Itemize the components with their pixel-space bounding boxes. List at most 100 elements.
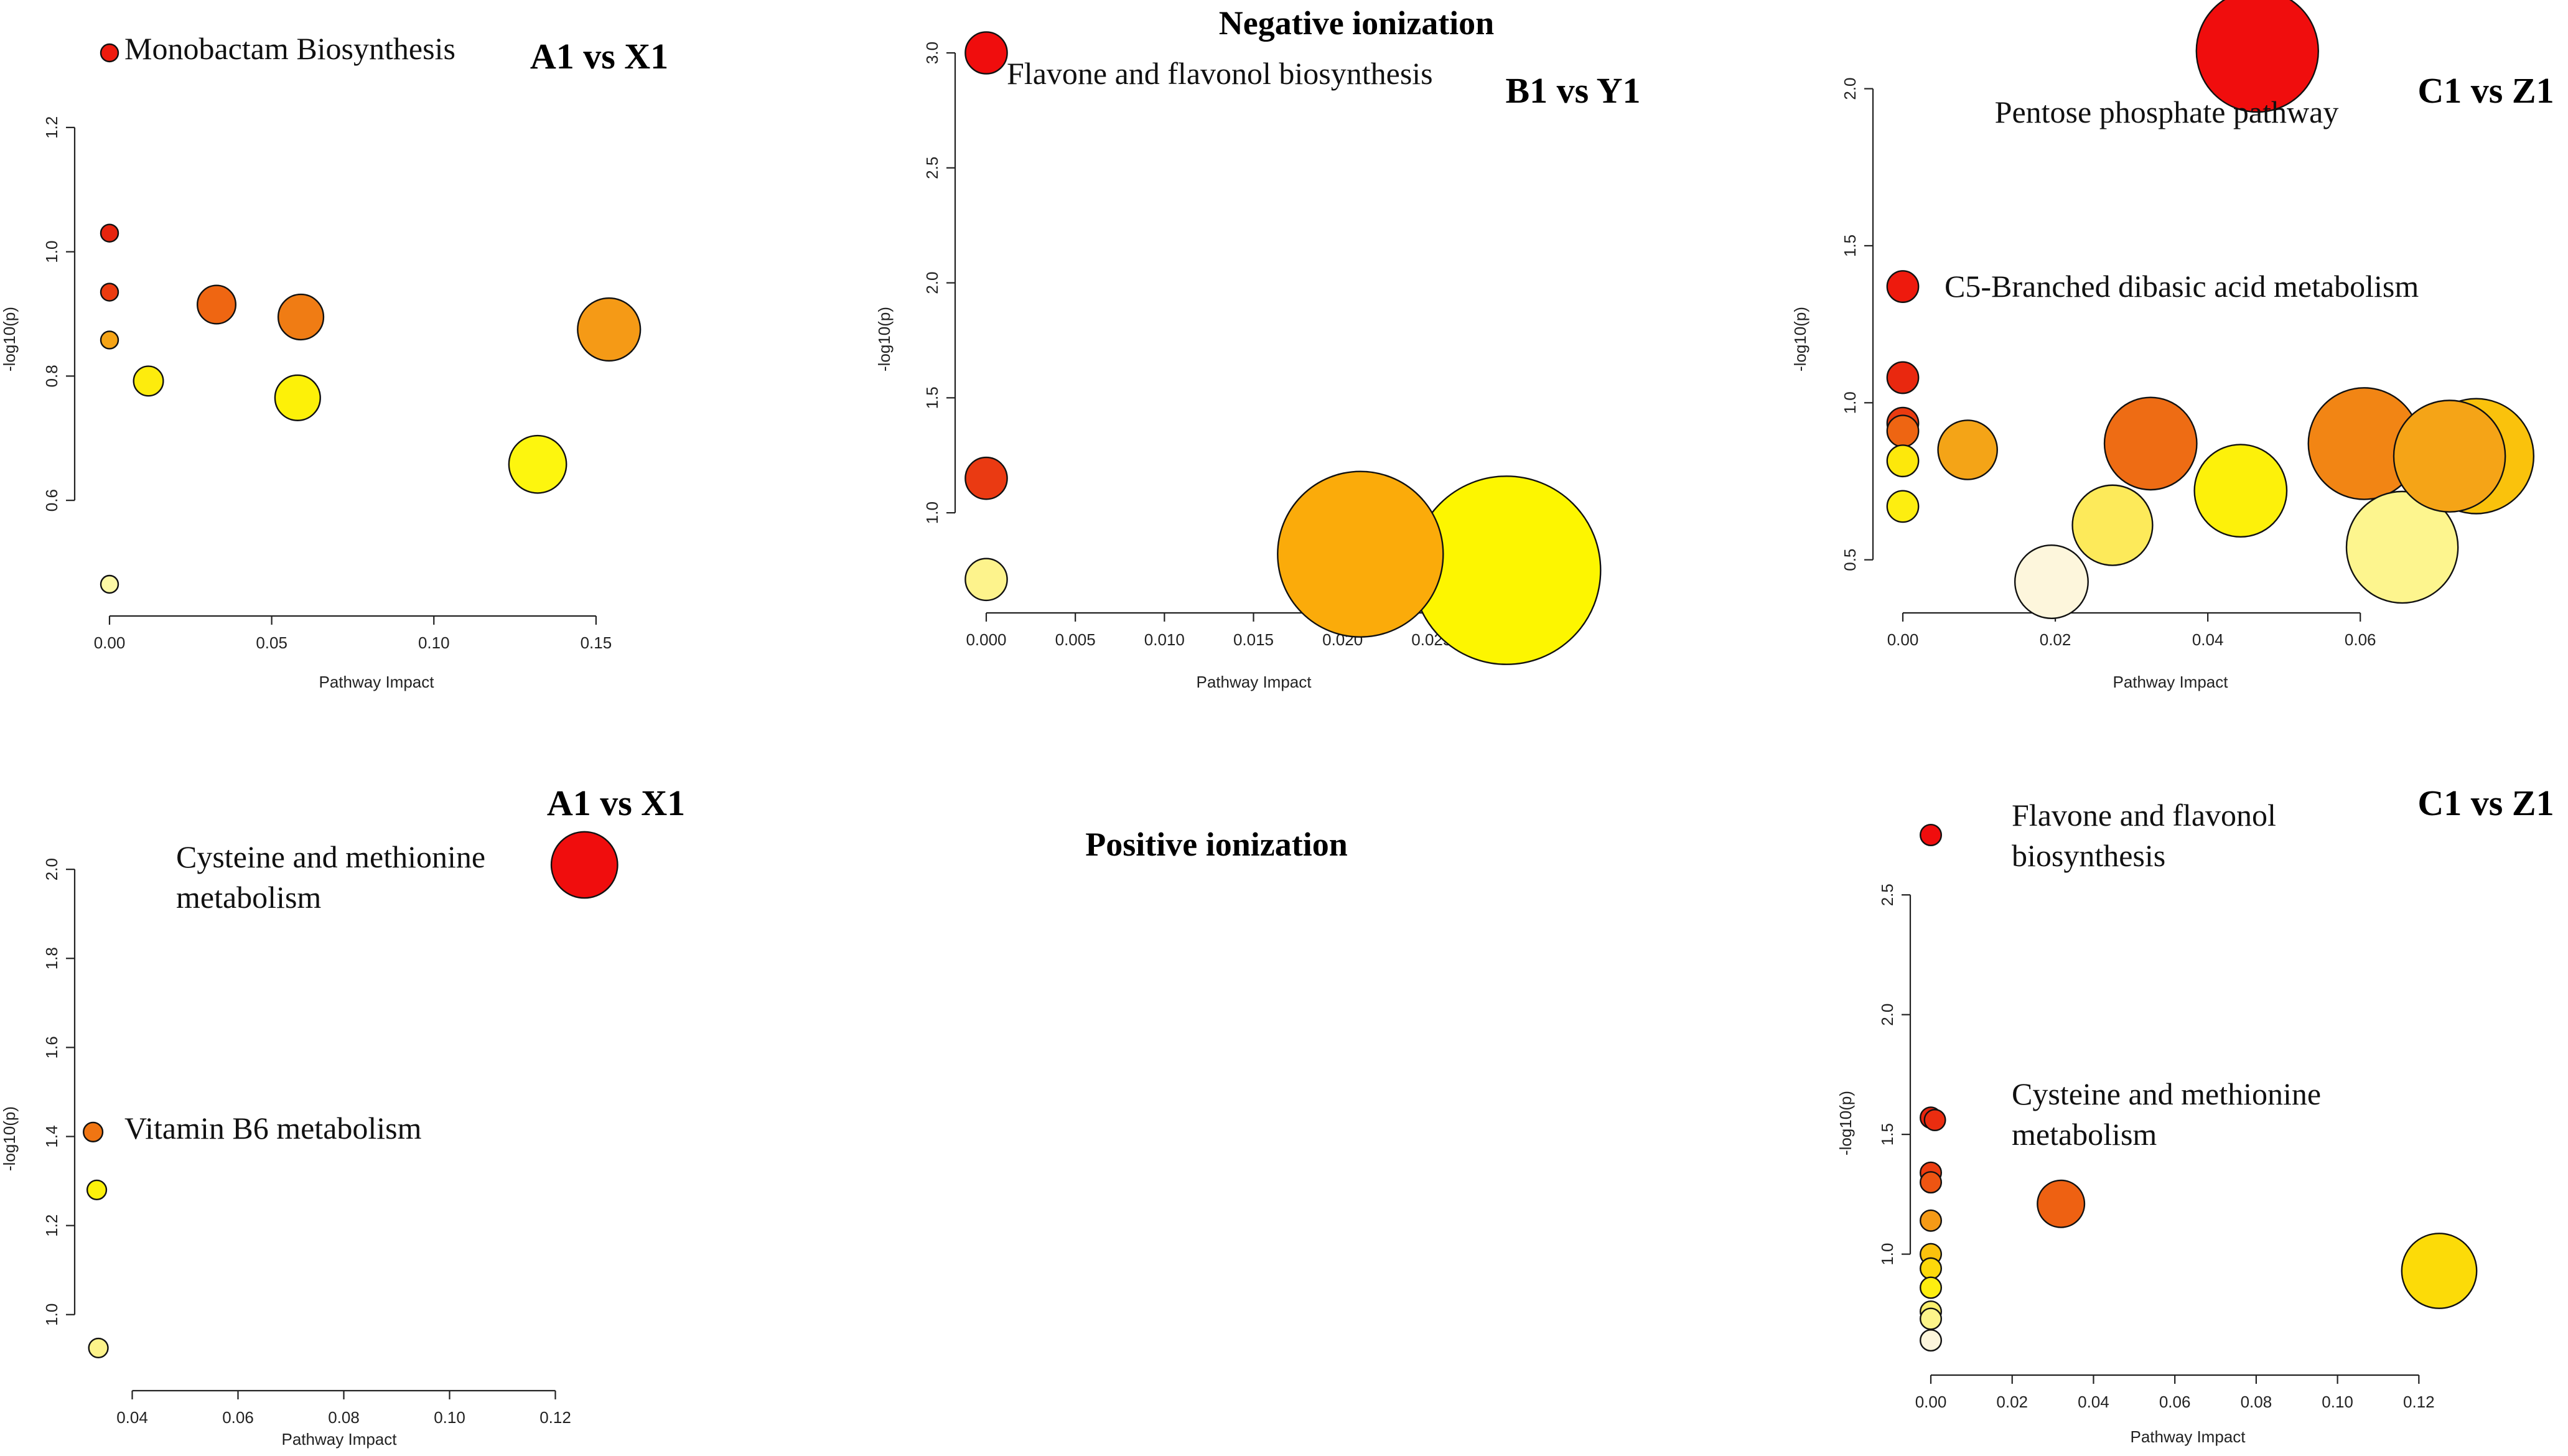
pathway-bubble — [1886, 444, 1920, 478]
pathway-bubble — [550, 831, 619, 899]
pathway-annotation: biosynthesis — [2012, 838, 2165, 873]
pathway-bubble — [86, 1179, 108, 1200]
pathway-bubble — [1886, 361, 1920, 394]
pathway-bubble — [100, 282, 119, 302]
x-axis-label: Pathway Impact — [319, 673, 435, 691]
x-tick-label: 0.04 — [2078, 1393, 2109, 1411]
y-tick-label: 1.5 — [1878, 1123, 1897, 1146]
x-tick-label: 0.02 — [1996, 1393, 2028, 1411]
x-axis-label: Pathway Impact — [2113, 673, 2229, 691]
pathway-bubble — [1919, 1257, 1942, 1280]
panel-title: A1 vs X1 — [530, 36, 668, 77]
pathway-annotation: metabolism — [176, 880, 321, 915]
pathway-bubble — [100, 223, 119, 243]
x-tick-label: 0.04 — [2192, 630, 2224, 649]
negative-ionization-title: Negative ionization — [1219, 4, 1494, 42]
y-tick-label: 2.5 — [923, 157, 941, 179]
pathway-bubble — [100, 330, 119, 350]
y-tick-label: 0.6 — [42, 489, 61, 511]
y-tick-label: 2.0 — [1841, 77, 1859, 100]
y-tick-label: 0.8 — [42, 365, 61, 387]
x-tick-label: 0.005 — [1055, 630, 1096, 649]
panel-neg-b1y1: 0.000 0.005 0.010 0.015 0.020 0.0251.01.52.02… — [875, 31, 1641, 691]
pathway-annotation: Cysteine and methionine — [2012, 1076, 2321, 1111]
y-tick-label: 1.0 — [1878, 1243, 1897, 1266]
pathway-bubble — [964, 31, 1008, 75]
y-axis-label: -log10(p) — [1791, 307, 1809, 371]
positive-ionization-title: Positive ionization — [1085, 826, 1347, 863]
pathway-bubble — [1886, 414, 1920, 448]
y-tick-label: 1.5 — [1841, 235, 1859, 257]
x-tick-label: 0.00 — [94, 633, 126, 652]
pathway-bubble — [197, 284, 237, 325]
panel-title: B1 vs Y1 — [1506, 70, 1641, 111]
pathway-bubble — [2393, 399, 2506, 513]
panel-title: A1 vs X1 — [547, 783, 685, 823]
panel-neg-a1x1: 0.00 0.05 0.10 0.15 0.6 0.8 1.0 1.2 Pathway Impa… — [0, 31, 668, 691]
panel-neg-c1z1: 0.00 0.02 0.04 0.06 0.5 1.0 1.5 2.0 Pathway Impa… — [1791, 0, 2554, 691]
panel-title: C1 vs Z1 — [2417, 70, 2554, 111]
pathway-bubble — [1919, 823, 1942, 846]
panel-pos-a1x1: 0.04 0.06 0.08 0.10 0.12 1.0 1.2 1.4 1.6 1.8 2.0 Pa… — [0, 783, 685, 1449]
pathway-annotation: Flavone and flavonol — [2012, 798, 2276, 833]
y-axis-label: -log10(p) — [0, 1106, 19, 1171]
pathway-bubble — [1919, 1209, 1942, 1232]
x-axis-label: Pathway Impact — [2131, 1427, 2246, 1446]
y-tick-label: 2.0 — [42, 858, 61, 880]
pathway-bubble — [1923, 1109, 1946, 1132]
y-tick-label: 1.4 — [42, 1125, 61, 1147]
x-tick-label: 0.05 — [256, 633, 287, 652]
x-tick-label: 0.10 — [418, 633, 450, 652]
pathway-bubble — [2195, 0, 2319, 113]
pathway-bubble — [964, 558, 1008, 602]
x-tick-label: 0.015 — [1233, 630, 1274, 649]
y-tick-label: 2.5 — [1878, 884, 1897, 906]
pathway-bubble — [133, 365, 164, 397]
pathway-bubble — [1886, 270, 1920, 303]
pathway-bubble — [2014, 544, 2089, 620]
pathway-bubble — [1919, 1329, 1942, 1352]
pathway-bubble — [1277, 470, 1444, 638]
pathway-bubble — [1919, 1307, 1942, 1330]
y-axis-label: -log10(p) — [875, 307, 894, 371]
x-tick-label: 0.02 — [2040, 630, 2071, 649]
pathway-annotation: Vitamin B6 metabolism — [124, 1111, 422, 1146]
x-tick-label: 0.010 — [1144, 630, 1185, 649]
pathway-bubble — [2193, 444, 2288, 538]
pathway-annotation: C5-Branched dibasic acid metabolism — [1945, 269, 2419, 304]
pathway-bubble — [83, 1121, 104, 1142]
pathway-bubble — [2071, 484, 2154, 566]
panel-pos-c1z1: 0.00 0.02 0.04 0.06 0.08 0.10 0.12 1.0 1.5 2.0 2.5… — [1836, 783, 2554, 1446]
y-tick-label: 1.5 — [923, 386, 941, 409]
x-tick-label: 0.12 — [2403, 1393, 2435, 1411]
y-tick-label: 2.0 — [1878, 1004, 1897, 1026]
y-tick-label: 1.0 — [42, 241, 61, 263]
pathway-bubble — [1937, 419, 1998, 480]
pathway-bubble — [88, 1337, 109, 1359]
y-tick-label: 1.0 — [923, 502, 941, 524]
x-tick-label: 0.04 — [116, 1408, 148, 1427]
pathway-bubble — [274, 374, 321, 421]
x-axis-label: Pathway Impact — [1197, 673, 1312, 691]
y-tick-label: 1.2 — [42, 1215, 61, 1237]
pathway-annotation: Flavone and flavonol biosynthesis — [1007, 56, 1433, 91]
pathway-annotation: Monobactam Biosynthesis — [124, 31, 455, 66]
panel-title: C1 vs Z1 — [2417, 783, 2554, 823]
y-axis-label: -log10(p) — [1836, 1091, 1855, 1155]
y-tick-label: 3.0 — [923, 42, 941, 64]
pathway-bubble — [1886, 490, 1920, 523]
pathway-bubble — [577, 297, 642, 362]
pathway-bubble — [2103, 396, 2198, 491]
x-tick-label: 0.000 — [966, 630, 1006, 649]
x-tick-label: 0.10 — [2322, 1393, 2353, 1411]
x-tick-label: 0.10 — [434, 1408, 465, 1427]
x-tick-label: 0.12 — [539, 1408, 571, 1427]
pathway-bubble — [508, 434, 567, 494]
y-tick-label: 1.0 — [1841, 391, 1859, 414]
y-tick-label: 1.0 — [42, 1304, 61, 1326]
y-tick-label: 2.0 — [923, 271, 941, 294]
pathway-bubble — [2345, 490, 2459, 604]
pathway-bubble — [2037, 1179, 2086, 1228]
pathway-bubble — [100, 43, 119, 63]
pathway-annotation: Pentose phosphate pathway — [1995, 95, 2339, 129]
